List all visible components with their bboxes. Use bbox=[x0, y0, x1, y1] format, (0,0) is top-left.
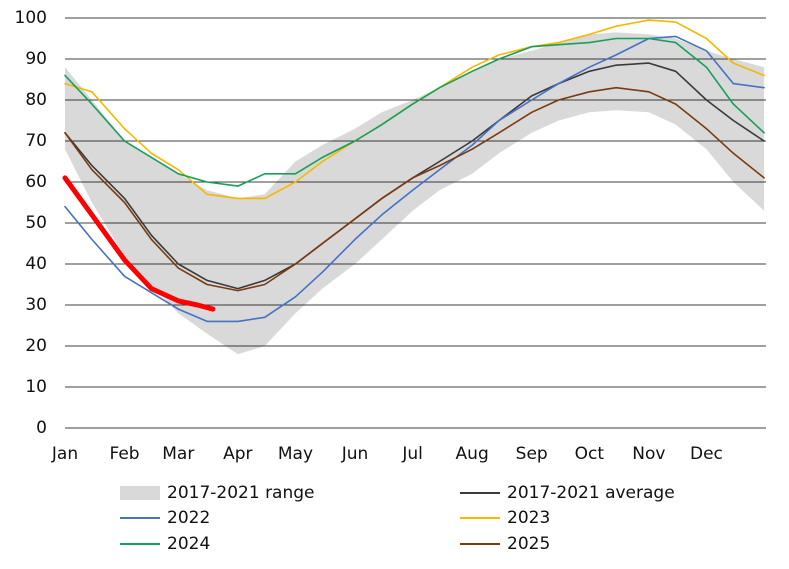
y-tick-label: 30 bbox=[25, 295, 47, 315]
legend-label: 2017-2021 range bbox=[167, 483, 315, 503]
y-tick-label: 90 bbox=[25, 49, 47, 69]
x-tick-label: Oct bbox=[575, 444, 605, 464]
x-tick-label: Feb bbox=[109, 444, 139, 464]
x-tick-label: Nov bbox=[632, 444, 665, 464]
y-tick-label: 10 bbox=[25, 377, 47, 397]
series-line bbox=[64, 86, 765, 292]
x-tick-label: Jun bbox=[341, 444, 369, 464]
legend-label: 2023 bbox=[507, 508, 550, 528]
y-tick-label: 60 bbox=[25, 172, 47, 192]
series-line bbox=[64, 37, 765, 187]
y-tick-label: 100 bbox=[15, 8, 47, 28]
legend-label: 2025 bbox=[507, 534, 550, 554]
y-tick-label: 80 bbox=[25, 90, 47, 110]
y-tick-label: 70 bbox=[25, 131, 47, 151]
x-tick-label: Aug bbox=[456, 444, 489, 464]
legend-label: 2017-2021 average bbox=[507, 483, 675, 503]
x-tick-label: Apr bbox=[223, 444, 252, 464]
range-band bbox=[65, 32, 765, 355]
x-tick-label: Jul bbox=[401, 444, 423, 464]
legend-label: 2022 bbox=[167, 508, 210, 528]
x-tick-label: May bbox=[278, 444, 313, 464]
x-tick-label: Dec bbox=[690, 444, 723, 464]
y-tick-label: 50 bbox=[25, 213, 47, 233]
y-tick-label: 0 bbox=[36, 418, 47, 438]
x-tick-label: Mar bbox=[162, 444, 194, 464]
legend-swatch bbox=[120, 486, 160, 500]
series-line bbox=[62, 175, 216, 312]
y-tick-label: 40 bbox=[25, 254, 47, 274]
x-tick-label: Sep bbox=[516, 444, 548, 464]
legend-label: 2024 bbox=[167, 534, 210, 554]
y-tick-label: 20 bbox=[25, 336, 47, 356]
x-tick-label: Jan bbox=[51, 444, 78, 464]
